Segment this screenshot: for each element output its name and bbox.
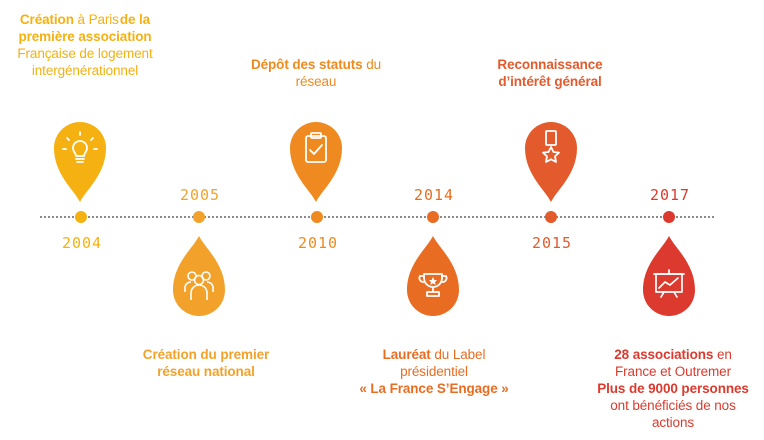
event-2004-title-rest: à Paris bbox=[73, 12, 119, 27]
clipboard-check-icon bbox=[305, 132, 327, 163]
event-2004-year: 2004 bbox=[61, 234, 103, 252]
event-2004-pin bbox=[54, 118, 106, 202]
event-2014-title-bold: Lauréat bbox=[382, 347, 431, 362]
event-2005-dot bbox=[193, 211, 205, 223]
event-2017-title-bold: 28 associations bbox=[614, 347, 714, 362]
event-2017-line3: Plus de 9000 personnes bbox=[597, 381, 749, 396]
medal-icon bbox=[542, 130, 560, 163]
event-2010-year: 2010 bbox=[297, 234, 339, 252]
event-2014-line2: présidentiel bbox=[400, 364, 468, 379]
event-2015-title: Reconnaissance bbox=[497, 57, 603, 72]
event-2014-label-name: « La France S’Engage » bbox=[359, 381, 509, 396]
event-2010-line2: réseau bbox=[295, 74, 337, 89]
event-2014-text: Lauréat du Label présidentiel « La Franc… bbox=[343, 346, 525, 397]
event-2004-subtitle: première association bbox=[18, 29, 152, 44]
event-2015-subtitle: d’intérêt général bbox=[498, 74, 602, 89]
event-2014-year: 2014 bbox=[413, 186, 455, 204]
event-2017-line2: France et Outremer bbox=[615, 364, 731, 379]
event-2004-dot bbox=[75, 211, 87, 223]
event-2017-pin bbox=[643, 236, 695, 320]
lightbulb-icon bbox=[62, 131, 98, 163]
event-2010-pin bbox=[290, 118, 342, 202]
event-2015-pin bbox=[525, 118, 577, 202]
event-2015-text: Reconnaissance d’intérêt général bbox=[460, 56, 640, 90]
event-2004-text: Création à Parisde la première associati… bbox=[0, 11, 170, 79]
trophy-icon bbox=[418, 273, 448, 297]
event-2014-title-rest: du Label bbox=[430, 347, 486, 362]
event-2005-title: Création du premier bbox=[142, 347, 270, 362]
event-2014-dot bbox=[427, 211, 439, 223]
event-2010-text: Dépôt des statuts du réseau bbox=[226, 56, 406, 90]
event-2015-dot bbox=[545, 211, 557, 223]
event-2017-year: 2017 bbox=[649, 186, 691, 204]
event-2005-pin bbox=[173, 236, 225, 320]
event-2017-line5: actions bbox=[651, 415, 695, 430]
event-2005-subtitle: réseau national bbox=[157, 364, 255, 379]
event-2017-text: 28 associations en France et Outremer Pl… bbox=[582, 346, 764, 431]
event-2010-title-bold: Dépôt des statuts bbox=[250, 57, 363, 72]
chart-board-icon bbox=[653, 269, 685, 298]
event-2005-year: 2005 bbox=[179, 186, 221, 204]
people-group-icon bbox=[184, 271, 214, 300]
event-2004-title-bold: Création bbox=[19, 12, 74, 27]
event-2004-line4: intergénérationnel bbox=[31, 63, 139, 78]
event-2010-dot bbox=[311, 211, 323, 223]
timeline-line bbox=[40, 216, 714, 218]
event-2004-line3: Française de logement bbox=[17, 46, 153, 61]
event-2014-pin bbox=[407, 236, 459, 320]
event-2015-year: 2015 bbox=[531, 234, 573, 252]
event-2005-text: Création du premier réseau national bbox=[116, 346, 296, 380]
event-2017-line4: ont bénéficiés de nos bbox=[610, 398, 736, 413]
event-2010-title-rest: du bbox=[362, 57, 382, 72]
event-2017-dot bbox=[663, 211, 675, 223]
event-2017-title-rest: en bbox=[713, 347, 732, 362]
event-2004-title-bold2: de la bbox=[119, 12, 151, 27]
